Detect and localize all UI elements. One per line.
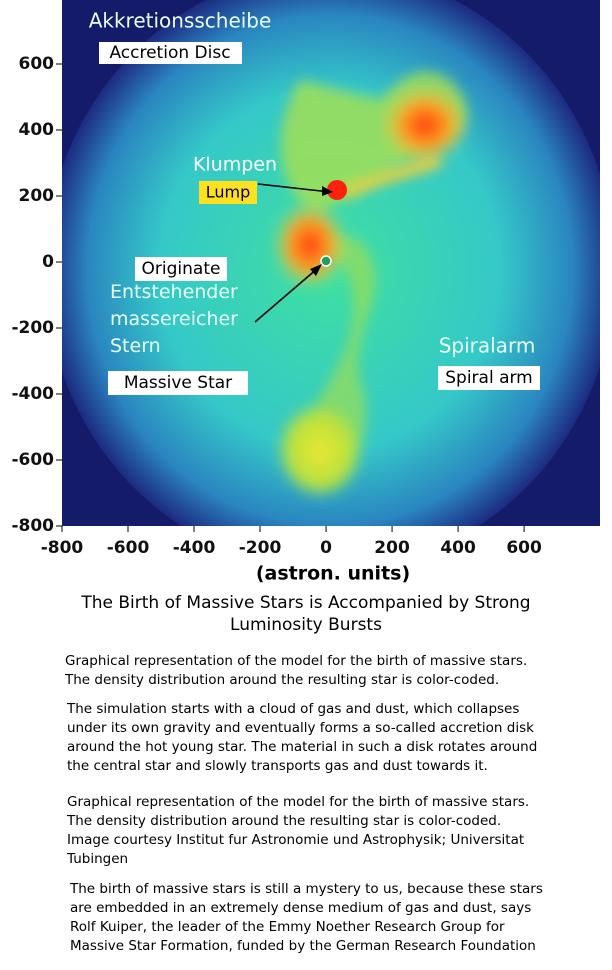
label-box <box>135 257 227 281</box>
y-tick-label: 200 <box>19 186 55 206</box>
y-tick-label: 400 <box>19 120 55 140</box>
text-line: Graphical representation of the model fo… <box>67 794 530 810</box>
paragraph: The simulation starts with a cloud of ga… <box>67 700 537 776</box>
y-tick-label: -200 <box>11 318 54 338</box>
arrow <box>254 267 319 323</box>
x-tick-label: 0 <box>320 538 332 558</box>
arrowhead <box>322 186 333 196</box>
label-box <box>438 366 540 390</box>
label-line: Entstehender <box>110 281 238 303</box>
y-tick-label: -600 <box>11 450 54 470</box>
label: Massive Star <box>124 373 232 393</box>
label-line: Stern <box>110 335 161 357</box>
figure: -800 -600 -400 -200 0 200 400 600 -800 -600 -400 -2… <box>11 0 600 585</box>
label-line: massereicher <box>110 308 238 330</box>
x-tick-label: -400 <box>173 538 216 558</box>
text-line: The density distribution around the resu… <box>65 672 500 688</box>
label: Accretion Disc <box>109 43 230 63</box>
label: Spiral arm <box>445 368 533 388</box>
caption-title: The Birth of Massive Stars is Accompanie… <box>0 592 612 636</box>
label: Originate <box>142 259 221 279</box>
label: Entstehender massereicher Stern <box>110 281 238 357</box>
y-tick-label: -800 <box>11 516 54 536</box>
label-box <box>199 181 257 204</box>
x-axis-label: (astron. units) <box>256 563 410 585</box>
arrowhead <box>310 264 322 276</box>
text-line: Rolf Kuiper, the leader of the Emmy Noet… <box>70 919 505 935</box>
x-tick-label: -200 <box>239 538 282 558</box>
y-tick-label: 0 <box>42 252 54 272</box>
y-tick-label: -400 <box>11 384 54 404</box>
arrow <box>257 183 331 193</box>
y-tick-label: 600 <box>19 54 55 74</box>
text-line: under its own gravity and eventually for… <box>67 720 534 736</box>
x-tick-label: 600 <box>506 538 542 558</box>
text-line: the central star and slowly transports g… <box>67 758 488 774</box>
label: Spiralarm <box>439 334 536 358</box>
label-box <box>108 371 248 395</box>
x-tick-label: 400 <box>440 538 476 558</box>
paragraph: The birth of massive stars is still a my… <box>70 880 543 956</box>
text-line: Luminosity Bursts <box>230 615 382 635</box>
label-box <box>99 42 242 64</box>
label: Klumpen <box>193 154 277 176</box>
x-tick-label: -800 <box>41 538 84 558</box>
text-line: are embedded in an extremely dense mediu… <box>70 900 532 916</box>
text-line: Image courtesy Institut fur Astronomie u… <box>67 832 525 848</box>
text-line: The density distribution around the resu… <box>67 813 502 829</box>
text-line: The Birth of Massive Stars is Accompanie… <box>81 593 531 613</box>
text-line: around the hot young star. The material … <box>67 739 538 755</box>
text-line: Massive Star Formation, funded by the Ge… <box>70 938 536 954</box>
label: Lump <box>206 183 251 202</box>
paragraph: Graphical representation of the model fo… <box>65 652 527 690</box>
label: Akkretionsscheibe <box>89 9 272 33</box>
x-tick-label: 200 <box>374 538 410 558</box>
text-line: The simulation starts with a cloud of ga… <box>67 701 520 717</box>
text-line: Graphical representation of the model fo… <box>65 653 528 669</box>
paragraph: Graphical representation of the model fo… <box>67 793 529 869</box>
text-line: Tubingen <box>67 851 129 867</box>
x-tick-label: -600 <box>107 538 150 558</box>
text-line: The birth of massive stars is still a my… <box>70 881 543 897</box>
